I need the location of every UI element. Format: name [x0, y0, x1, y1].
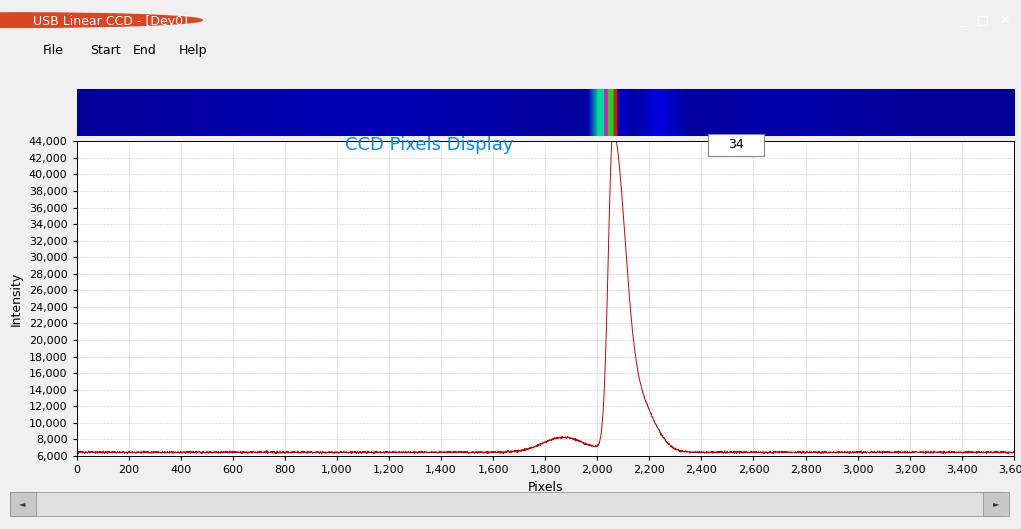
Bar	[10, 492, 1001, 515]
Bar	[10, 492, 36, 515]
Text: □: □	[977, 14, 989, 26]
Bar	[983, 492, 1009, 515]
Text: _: _	[959, 14, 965, 26]
X-axis label: Pixels: Pixels	[528, 480, 563, 494]
Text: CCD Pixels Display: CCD Pixels Display	[344, 136, 514, 154]
Text: ►: ►	[993, 499, 1000, 508]
Text: Start: Start	[90, 44, 120, 57]
Text: ◄: ◄	[19, 499, 26, 508]
Text: USB Linear CCD - [Dev0]: USB Linear CCD - [Dev0]	[33, 14, 188, 26]
Text: ✕: ✕	[1000, 14, 1010, 26]
Text: 34: 34	[728, 139, 743, 151]
Text: Help: Help	[179, 44, 207, 57]
Text: File: File	[43, 44, 64, 57]
Text: End: End	[133, 44, 156, 57]
Circle shape	[0, 13, 202, 28]
Y-axis label: Intensity: Intensity	[10, 271, 23, 326]
